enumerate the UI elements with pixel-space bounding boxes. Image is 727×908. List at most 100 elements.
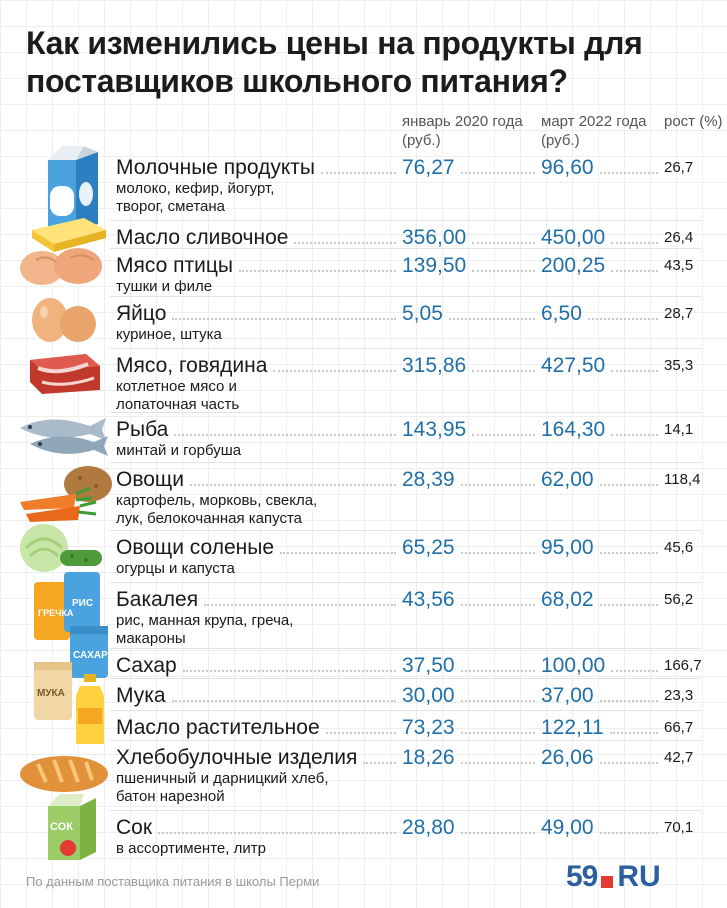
flour-icon: МУКА — [34, 662, 72, 720]
product-name: Яйцо — [116, 302, 167, 325]
product-description: минтай и горбуша — [116, 442, 242, 459]
site-logo[interactable]: 59 RU — [566, 860, 661, 894]
source-note: По данным поставщика питания в школы Пер… — [26, 874, 320, 889]
svg-text:САХАР: САХАР — [73, 650, 108, 661]
product-description: рис, манная крупа, греча, макароны — [116, 612, 294, 647]
price-jan-2020: 139,50 — [402, 254, 467, 277]
leader-dots — [599, 700, 658, 702]
product-name: Мука — [116, 684, 166, 707]
logo-number: 59 — [566, 860, 598, 893]
growth-percent: 26,7 — [664, 159, 694, 176]
divider-line — [110, 462, 701, 463]
logo-mark — [601, 876, 614, 888]
juice-icon: СОК — [48, 794, 96, 860]
fish-icon — [20, 418, 108, 456]
leader-dots — [611, 370, 658, 372]
leader-dots — [599, 832, 658, 834]
leader-dots — [171, 700, 396, 702]
growth-percent: 42,7 — [664, 749, 694, 766]
price-jan-2020: 315,86 — [402, 354, 467, 377]
column-header-jan-2020: январь 2020 года (руб.) — [402, 113, 523, 149]
leader-dots — [460, 732, 535, 734]
price-jan-2020: 43,56 — [402, 588, 455, 611]
growth-percent: 43,5 — [664, 257, 694, 274]
leader-dots — [460, 604, 535, 606]
vegetables-icon — [20, 466, 112, 522]
divider-line — [110, 530, 701, 531]
price-jan-2020: 37,50 — [402, 654, 455, 677]
svg-text:РИС: РИС — [72, 598, 93, 609]
eggs-icon — [32, 298, 96, 342]
leader-dots — [472, 370, 535, 372]
price-jan-2020: 65,25 — [402, 536, 455, 559]
milk-carton-icon — [48, 146, 98, 230]
divider-line — [110, 710, 701, 711]
growth-percent: 23,3 — [664, 687, 694, 704]
leader-dots — [611, 270, 658, 272]
leader-dots — [599, 762, 658, 764]
product-name: Сахар — [116, 654, 177, 677]
price-jan-2020: 356,00 — [402, 226, 467, 249]
product-description: пшеничный и дарницкий хлеб, батон нарезно… — [116, 770, 329, 805]
column-header-growth: рост (%) — [664, 113, 723, 130]
leader-dots — [189, 484, 396, 486]
price-mar-2022: 164,30 — [541, 418, 606, 441]
leader-dots — [460, 670, 535, 672]
leader-dots — [611, 670, 658, 672]
product-description: огурцы и капуста — [116, 560, 235, 577]
product-name: Бакалея — [116, 588, 199, 611]
price-mar-2022: 122,11 — [541, 716, 604, 739]
price-jan-2020: 28,39 — [402, 468, 455, 491]
leader-dots — [599, 484, 658, 486]
product-name: Мясо птицы — [116, 254, 233, 277]
divider-line — [110, 582, 701, 583]
product-description: куриное, штука — [116, 326, 222, 343]
price-jan-2020: 5,05 — [402, 302, 443, 325]
leader-dots — [599, 604, 658, 606]
svg-text:СОК: СОК — [50, 821, 73, 833]
price-jan-2020: 143,95 — [402, 418, 467, 441]
leader-dots — [460, 552, 535, 554]
growth-percent: 14,1 — [664, 421, 694, 438]
price-mar-2022: 68,02 — [541, 588, 594, 611]
grocery-bags-icon: ГРЕЧКА РИС — [34, 572, 100, 640]
divider-line — [110, 648, 701, 649]
product-description: котлетное мясо и лопаточная часть — [116, 378, 240, 413]
divider-line — [110, 740, 701, 741]
svg-text:ГРЕЧКА: ГРЕЧКА — [38, 608, 74, 618]
growth-percent: 56,2 — [664, 591, 694, 608]
product-name: Молочные продукты — [116, 156, 315, 179]
leader-dots — [599, 552, 658, 554]
leader-dots — [280, 552, 396, 554]
leader-dots — [182, 670, 396, 672]
price-jan-2020: 73,23 — [402, 716, 455, 739]
price-mar-2022: 49,00 — [541, 816, 594, 839]
product-name: Мясо, говядина — [116, 354, 268, 377]
product-name: Овощи соленые — [116, 536, 275, 559]
growth-percent: 166,7 — [664, 657, 702, 674]
price-mar-2022: 427,50 — [541, 354, 606, 377]
price-jan-2020: 76,27 — [402, 156, 455, 179]
product-description: молоко, кефир, йогурт, творог, сметана — [116, 180, 275, 215]
leader-dots — [611, 434, 658, 436]
product-description: в ассортименте, литр — [116, 840, 266, 857]
price-mar-2022: 96,60 — [541, 156, 594, 179]
product-name: Масло сливочное — [116, 226, 289, 249]
leader-dots — [238, 270, 396, 272]
product-name: Овощи — [116, 468, 184, 491]
growth-percent: 66,7 — [664, 719, 694, 736]
growth-percent: 45,6 — [664, 539, 694, 556]
pickles-icon — [20, 524, 102, 572]
growth-percent: 28,7 — [664, 305, 694, 322]
price-mar-2022: 200,25 — [541, 254, 606, 277]
leader-dots — [460, 700, 535, 702]
column-header-mar-2022: март 2022 года (руб.) — [541, 113, 647, 149]
price-mar-2022: 37,00 — [541, 684, 594, 707]
product-description: картофель, морковь, свекла, лук, белокоча… — [116, 492, 318, 527]
logo-suffix: RU — [617, 860, 661, 893]
leader-dots — [460, 484, 535, 486]
growth-percent: 70,1 — [664, 819, 694, 836]
product-name: Сок — [116, 816, 153, 839]
leader-dots — [363, 762, 396, 764]
